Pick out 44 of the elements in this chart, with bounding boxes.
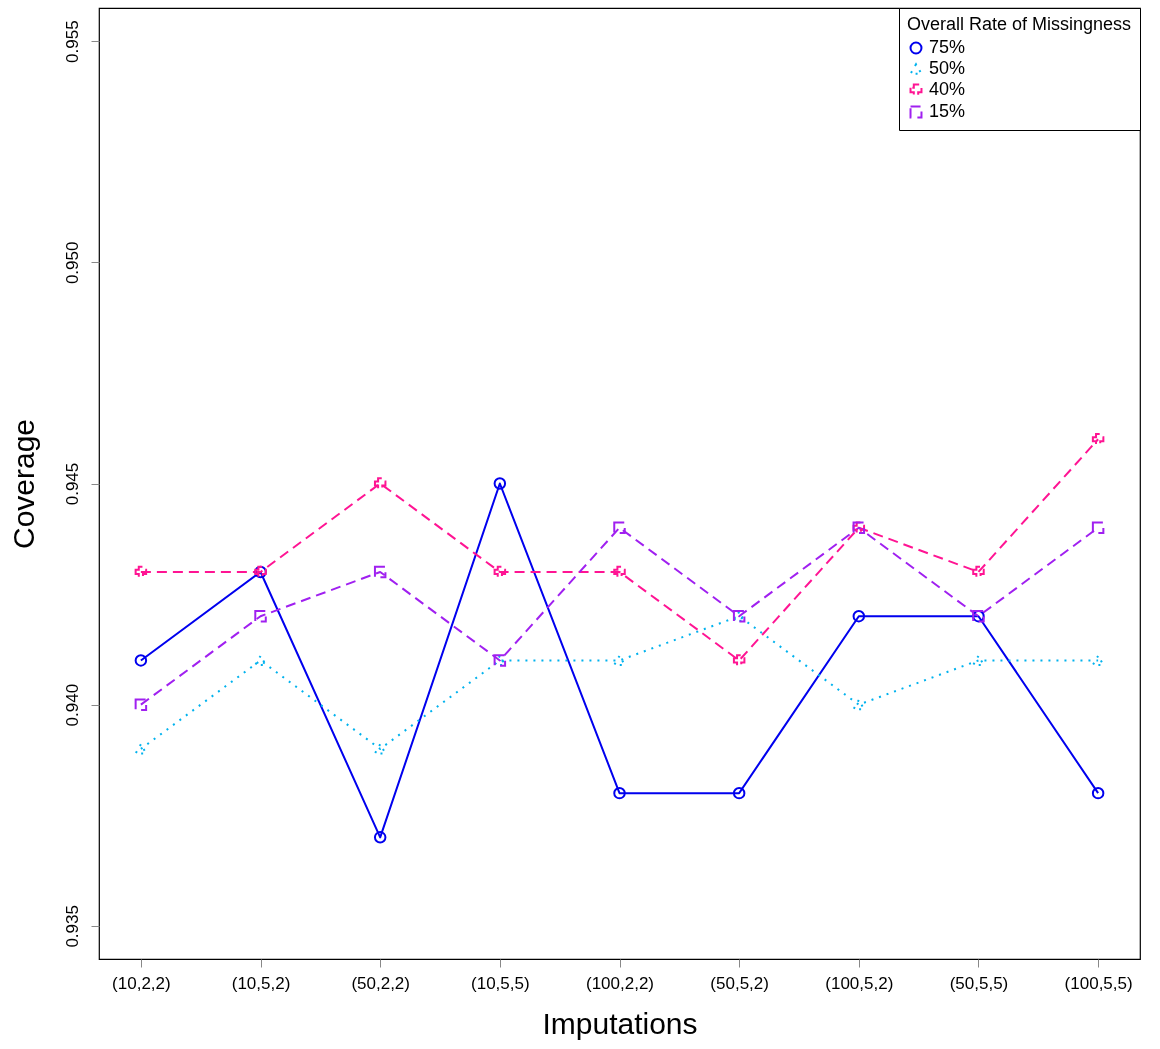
- point: [254, 609, 267, 623]
- legend-title: Overall Rate of Missingness: [907, 14, 1132, 34]
- y-tick-label: 0.955: [62, 20, 82, 63]
- point: [972, 565, 985, 579]
- x-tick-label: (50,5,2): [710, 973, 769, 993]
- point: [613, 565, 626, 579]
- point: [134, 698, 148, 711]
- legend-label: 75%: [929, 37, 966, 57]
- point: [1091, 654, 1105, 666]
- point: [732, 654, 746, 667]
- x-tick-label: (100,5,2): [825, 973, 894, 993]
- x-tick-label: (100,2,2): [585, 973, 655, 993]
- legend-label: 50%: [929, 58, 966, 78]
- point: [373, 565, 387, 579]
- x-tick-label: (10,2,2): [112, 973, 171, 993]
- point: [493, 565, 507, 579]
- x-tick-label: (100,5,5): [1064, 973, 1133, 993]
- point: [732, 786, 746, 800]
- point: [373, 477, 387, 490]
- x-tick-label: (10,5,2): [231, 973, 291, 993]
- y-tick-label: 0.940: [62, 683, 82, 727]
- y-tick-label: 0.945: [62, 462, 82, 506]
- point: [493, 477, 507, 490]
- point: [613, 786, 626, 800]
- x-tick-label: (50,5,5): [949, 973, 1009, 993]
- legend-label: 15%: [929, 101, 966, 121]
- point: [373, 743, 387, 755]
- point: [373, 831, 387, 844]
- y-tick-label: 0.935: [62, 905, 82, 948]
- point: [1091, 521, 1105, 534]
- x-tick-label: (50,2,2): [351, 973, 410, 993]
- x-axis-title: Imputations: [542, 1006, 698, 1040]
- point: [134, 654, 148, 667]
- y-tick-label: 0.950: [62, 241, 82, 285]
- point: [852, 699, 866, 711]
- point: [1091, 786, 1105, 800]
- point: [1091, 433, 1105, 446]
- point: [134, 743, 148, 755]
- y-axis-title: Coverage: [6, 418, 40, 550]
- point: [613, 521, 626, 534]
- legend-label: 40%: [929, 79, 966, 99]
- point: [852, 609, 866, 623]
- x-tick-label: (10,5,5): [471, 973, 530, 993]
- point: [134, 565, 148, 579]
